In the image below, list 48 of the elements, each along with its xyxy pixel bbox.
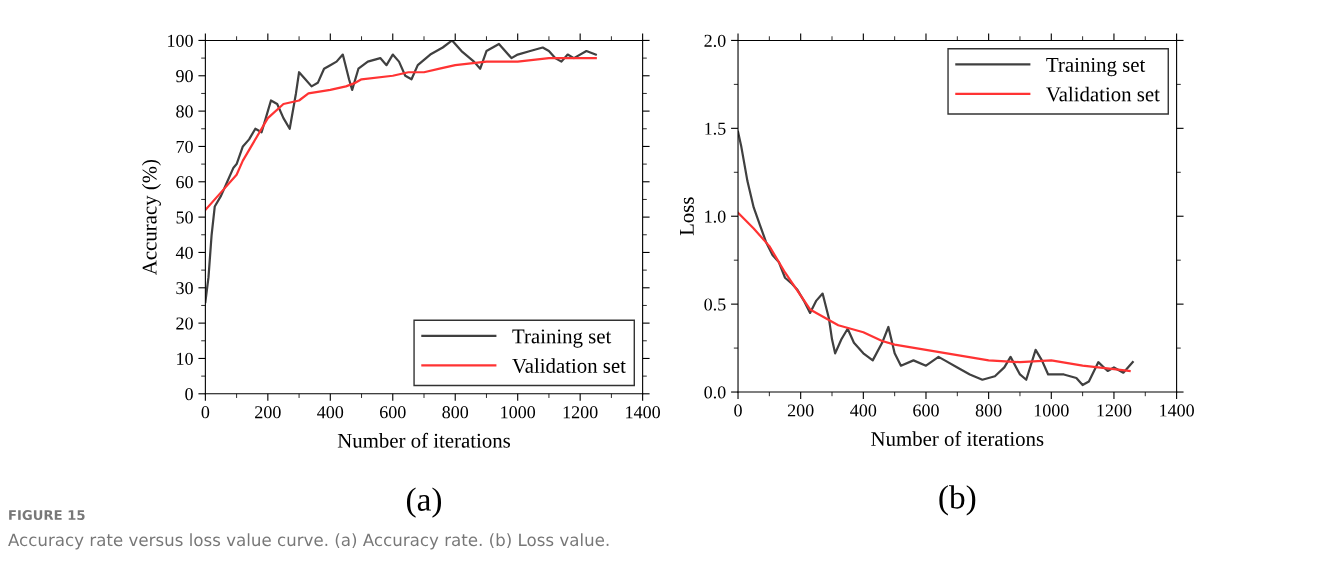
y-tick-label: 2.0 [704, 34, 726, 47]
x-tick-label: 1200 [1097, 404, 1132, 417]
y-tick-label: 1.0 [705, 210, 726, 223]
line-series [205, 56, 597, 212]
y-tick-label: 100 [168, 34, 193, 47]
legend-label: Training set [512, 329, 612, 348]
x-tick-label: 400 [850, 404, 877, 417]
caption: FIGURE 15 [9, 510, 85, 521]
y-tick-label: 90 [176, 70, 193, 83]
y-tick-label: 80 [176, 105, 193, 118]
x-tick-label: 1400 [1160, 404, 1194, 417]
legend-label: Validation set [512, 358, 626, 373]
x-axis-title: Number of iterations [871, 431, 1044, 446]
y-tick-label: 70 [176, 140, 193, 153]
y-tick-label: 50 [176, 211, 193, 224]
x-tick-label: 1000 [1034, 404, 1069, 417]
line-series [205, 40, 597, 304]
legend-label: Training set [1046, 57, 1146, 77]
y-tick-label: 0.0 [704, 386, 726, 399]
x-tick-label: 600 [913, 404, 939, 417]
y-tick-label: 0 [185, 388, 193, 401]
y-tick-label: 0.5 [704, 298, 726, 311]
text: (b) [939, 485, 976, 516]
y-tick-label: 60 [176, 176, 193, 189]
x-tick-label: 600 [380, 406, 406, 419]
x-tick-label: 0 [201, 406, 210, 419]
y-tick-label: 40 [175, 246, 193, 259]
x-tick-label: 800 [975, 404, 1002, 417]
line-series [738, 130, 1134, 387]
text: Accuracy rate versus loss value curve. (a) Accuracy rate. (b) Loss value. [8, 533, 609, 550]
x-tick-label: 200 [255, 406, 281, 419]
x-tick-label: 0 [734, 404, 742, 417]
x-tick-label: 1000 [501, 406, 536, 419]
x-tick-label: 200 [787, 404, 814, 417]
text: (a) [406, 487, 442, 518]
x-tick-label: 1200 [563, 406, 598, 419]
y-tick-label: 1.5 [705, 122, 726, 135]
y-axis-title: Accuracy (%) [141, 159, 161, 276]
y-tick-label: 10 [177, 352, 193, 365]
x-tick-label: 800 [442, 406, 469, 419]
legend-label: Validation set [1046, 86, 1160, 102]
y-axis-title: Loss [680, 197, 694, 236]
x-tick-label: 1400 [626, 406, 660, 419]
x-axis-title: Number of iterations [337, 432, 511, 448]
y-tick-label: 20 [176, 317, 193, 330]
x-tick-label: 400 [317, 406, 344, 419]
line-series [738, 211, 1131, 373]
y-tick-label: 30 [176, 282, 193, 295]
